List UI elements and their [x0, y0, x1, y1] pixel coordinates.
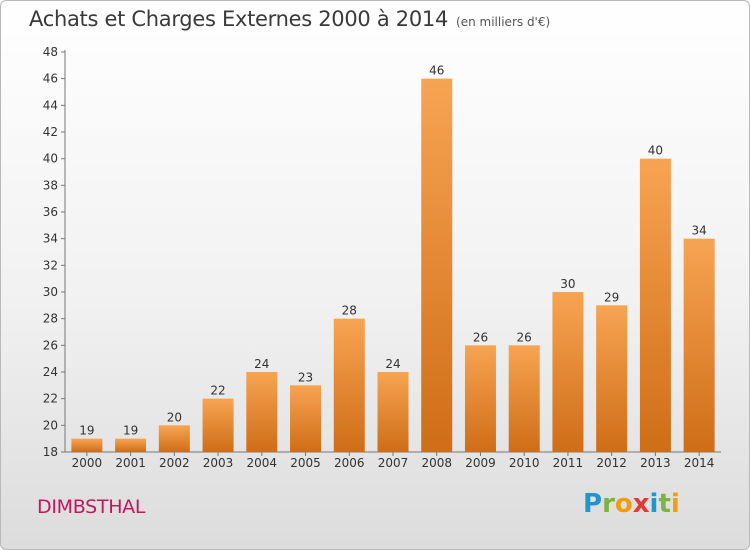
y-tick-label: 26 — [43, 338, 58, 352]
y-tick-label: 32 — [43, 258, 58, 272]
bar — [683, 238, 715, 452]
bar — [115, 438, 147, 452]
bar — [71, 438, 103, 452]
proxiti-logo: Proxiti — [583, 489, 680, 519]
logo-letter: o — [614, 489, 633, 519]
x-tick-label: 2008 — [421, 456, 452, 470]
bar — [202, 398, 234, 452]
y-tick-label: 22 — [43, 392, 58, 406]
logo-letter: x — [632, 489, 650, 519]
y-tick-label: 40 — [43, 152, 58, 166]
bar — [377, 372, 409, 452]
chart-title: Achats et Charges Externes 2000 à 2014 (e… — [29, 7, 550, 31]
x-tick-label: 2005 — [290, 456, 321, 470]
bar — [246, 372, 278, 452]
bar — [464, 345, 496, 452]
bar — [552, 292, 584, 452]
logo-letter: i — [649, 489, 659, 519]
y-tick-label: 48 — [43, 45, 58, 59]
x-tick-label: 2006 — [334, 456, 365, 470]
bar — [639, 158, 671, 452]
x-tick-label: 2000 — [72, 456, 103, 470]
data-label: 19 — [79, 424, 94, 438]
data-label: 22 — [210, 384, 225, 398]
bar — [508, 345, 540, 452]
y-tick-label: 36 — [43, 205, 58, 219]
data-label: 34 — [691, 224, 706, 238]
bar — [596, 305, 628, 452]
data-label: 19 — [123, 424, 138, 438]
x-tick-label: 2011 — [553, 456, 584, 470]
y-tick-label: 34 — [43, 232, 58, 246]
bar — [333, 318, 365, 452]
data-label: 26 — [517, 330, 532, 344]
y-tick-label: 44 — [43, 98, 58, 112]
logo-letter: i — [670, 489, 680, 519]
y-tick-label: 38 — [43, 178, 58, 192]
x-tick-label: 2009 — [465, 456, 496, 470]
x-tick-label: 2013 — [640, 456, 671, 470]
y-tick-label: 30 — [43, 285, 58, 299]
data-label: 28 — [342, 304, 357, 318]
data-label: 24 — [385, 357, 400, 371]
data-label: 23 — [298, 370, 313, 384]
x-tick-label: 2002 — [159, 456, 190, 470]
data-label: 40 — [648, 144, 663, 158]
x-tick-label: 2001 — [115, 456, 146, 470]
x-tick-label: 2012 — [596, 456, 627, 470]
data-label: 46 — [429, 64, 444, 78]
y-tick-label: 46 — [43, 72, 58, 86]
logo-letter: r — [602, 489, 615, 519]
data-label: 29 — [604, 290, 619, 304]
x-tick-label: 2010 — [509, 456, 540, 470]
bar — [158, 425, 190, 452]
y-tick-label: 42 — [43, 125, 58, 139]
data-label: 30 — [560, 277, 575, 291]
chart-title-text: Achats et Charges Externes 2000 à 2014 — [29, 7, 449, 31]
place-name: DIMBSTHAL — [37, 496, 146, 518]
y-tick-label: 24 — [43, 365, 58, 379]
x-tick-label: 2004 — [247, 456, 278, 470]
data-label: 24 — [254, 357, 269, 371]
bar — [421, 78, 453, 453]
y-tick-label: 18 — [43, 445, 58, 459]
logo-letter: P — [583, 489, 603, 519]
x-tick-label: 2003 — [203, 456, 234, 470]
y-tick-label: 28 — [43, 312, 58, 326]
chart-subtitle: (en milliers d'€) — [456, 15, 551, 29]
bar — [290, 385, 322, 452]
x-tick-label: 2014 — [684, 456, 715, 470]
y-tick-label: 20 — [43, 418, 58, 432]
x-tick-label: 2007 — [378, 456, 409, 470]
logo-letter: t — [658, 489, 671, 519]
data-label: 20 — [167, 410, 182, 424]
data-label: 26 — [473, 330, 488, 344]
